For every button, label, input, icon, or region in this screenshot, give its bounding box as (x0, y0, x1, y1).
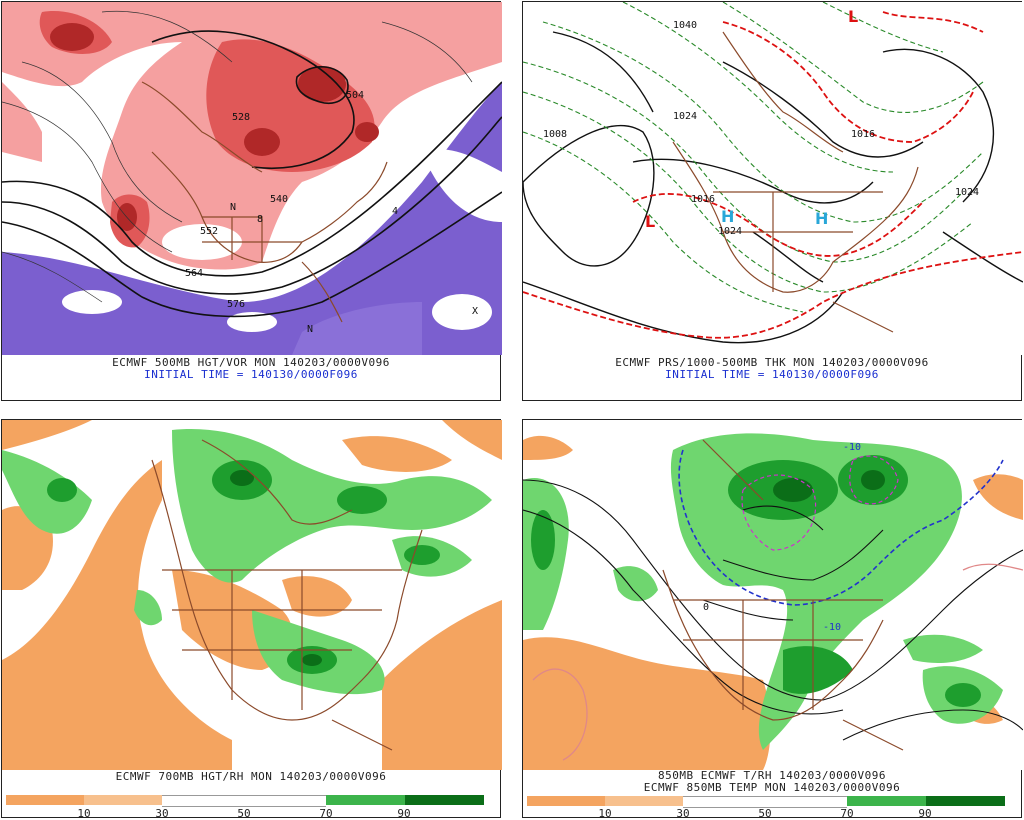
rh-color-scale (527, 796, 1005, 808)
panel-caption-title: ECMWF 500MB HGT/VOR MON 140203/0000V096 (112, 356, 390, 369)
scale-tick-label: 90 (397, 807, 411, 820)
panel-700mb-hgt-rh: ECMWF 700MB HGT/RH MON 140203/0000V096 1… (1, 419, 502, 820)
panel-caption-initial-time: INITIAL TIME = 140130/0000F096 (665, 368, 879, 381)
high-pressure-label: H (815, 209, 828, 228)
panel-caption-title: ECMWF 700MB HGT/RH MON 140203/0000V096 (115, 770, 387, 783)
contour-label: 552 (200, 226, 218, 237)
scale-tick-label: 50 (237, 807, 251, 820)
contour-label: N (230, 202, 236, 213)
isobar-label: 1024 (955, 187, 979, 198)
panel-caption-title: ECMWF PRS/1000-500MB THK MON 140203/0000… (615, 356, 929, 369)
contour-label: 528 (232, 112, 250, 123)
contour-label: 564 (185, 268, 203, 279)
panel-500mb-hgt-vor: 552 576 504 528 540 564 N N X 8 4 ECMWF … (1, 1, 502, 401)
low-pressure-label: L (848, 7, 858, 26)
panel-caption-title: 850MB ECMWF T/RH 140203/0000V096 (658, 769, 886, 782)
scale-tick-label: 70 (840, 807, 854, 820)
high-pressure-label: H (721, 207, 734, 226)
panel-caption-initial-time: INITIAL TIME = 140130/0000F096 (144, 368, 358, 381)
contour-label: 8 (257, 214, 263, 225)
temperature-label: -10 (843, 442, 861, 453)
panel-caption-subtitle: ECMWF 850MB TEMP MON 140203/0000V096 (643, 781, 901, 794)
isobar-label: 1008 (543, 129, 567, 140)
map-500mb-vorticity: 552 576 504 528 540 564 N N X 8 4 (2, 2, 502, 355)
contour-label: 540 (270, 194, 288, 205)
contour-label: 504 (346, 90, 364, 101)
rh-color-scale (6, 795, 484, 807)
isobar-label: 1016 (851, 129, 875, 140)
scale-tick-label: 10 (598, 807, 612, 820)
panel-prs-thickness: H H L L 1008 1024 1024 1024 1016 1016 10… (522, 1, 1023, 401)
low-pressure-label: L (645, 212, 655, 231)
temperature-label: 0 (703, 602, 709, 613)
contour-label: X (472, 306, 478, 317)
rh-scale-labels: 10 30 50 70 90 (6, 807, 484, 820)
scale-tick-label: 50 (758, 807, 772, 820)
scale-tick-label: 70 (319, 807, 333, 820)
contour-label: 4 (392, 206, 398, 217)
isobar-label: 1024 (718, 226, 742, 237)
isobar-label: 1040 (673, 20, 697, 31)
scale-tick-label: 30 (155, 807, 169, 820)
scale-tick-label: 30 (676, 807, 690, 820)
contour-label: N (307, 324, 313, 335)
panel-850mb-temp-rh: -10 -10 0 850MB ECMWF T/RH 140203/0000V0… (522, 419, 1023, 820)
contour-label: 576 (227, 299, 245, 310)
map-700mb-relative-humidity (2, 420, 502, 770)
map-850mb-temperature-humidity: -10 -10 0 (523, 420, 1023, 770)
scale-tick-label: 10 (77, 807, 91, 820)
rh-scale-labels: 10 30 50 70 90 (527, 807, 1005, 820)
map-sea-level-pressure: H H L L 1008 1024 1024 1024 1016 1016 10… (523, 2, 1023, 355)
scale-tick-label: 90 (918, 807, 932, 820)
isobar-label: 1016 (691, 194, 715, 205)
temperature-label: -10 (823, 622, 841, 633)
isobar-label: 1024 (673, 111, 697, 122)
